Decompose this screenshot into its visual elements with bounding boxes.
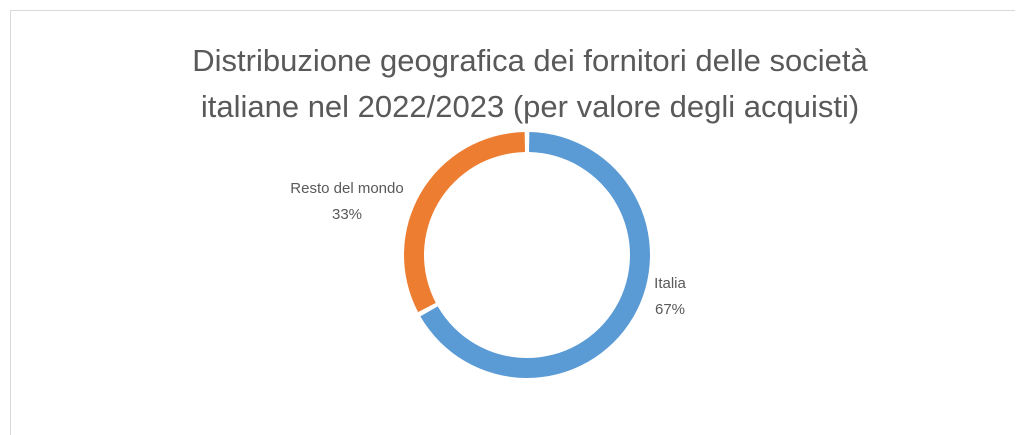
slice-label-resto-del-mondo-value: 33%: [332, 206, 362, 223]
slice-label-resto-del-mondo-name: Resto del mondo: [290, 180, 403, 197]
chart-title-line-2: italiane nel 2022/2023 (per valore degli…: [200, 89, 860, 124]
donut-slice-resto-del-mondo: [403, 132, 526, 313]
slice-label-italia-value: 67%: [655, 301, 685, 318]
slice-label-italia: Italia 67%: [654, 275, 686, 318]
chart-title: Distribuzione geografica dei fornitori d…: [60, 38, 1000, 130]
donut-slices: [403, 132, 650, 378]
chart-title-line-1: Distribuzione geografica dei fornitori d…: [192, 43, 868, 78]
slice-label-italia-name: Italia: [654, 275, 686, 292]
slice-label-resto-del-mondo: Resto del mondo 33%: [290, 180, 403, 223]
